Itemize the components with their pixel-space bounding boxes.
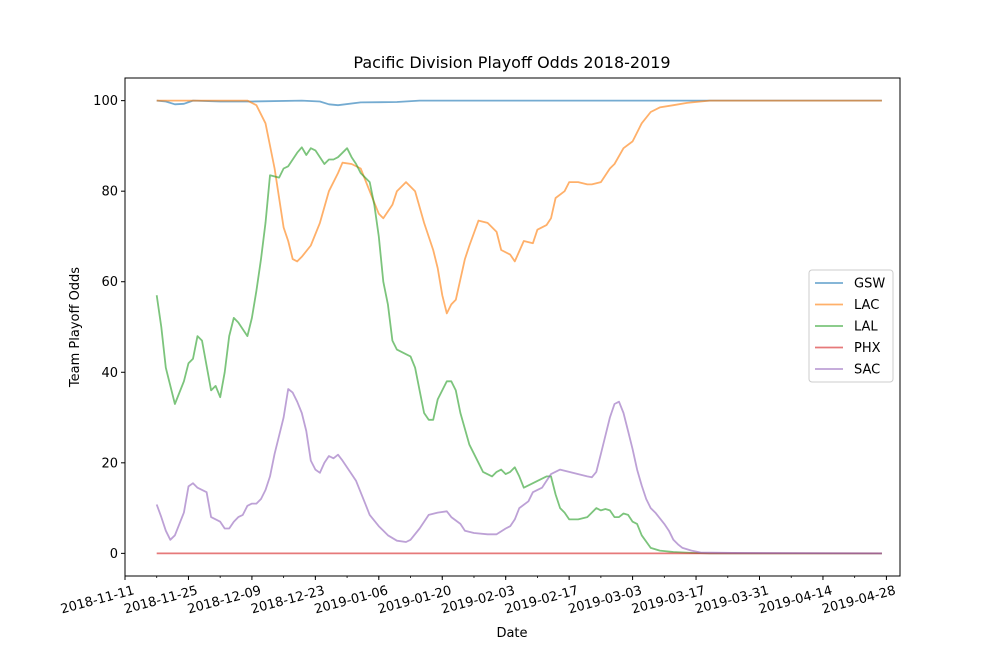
legend-label-phx: PHX bbox=[854, 341, 881, 356]
y-axis: 0 20 40 60 80 100 bbox=[93, 94, 125, 562]
series-line-gsw bbox=[156, 99, 882, 107]
x-axis-label: Date bbox=[496, 626, 527, 641]
plot-area-frame bbox=[124, 77, 901, 577]
legend-box bbox=[808, 269, 894, 383]
series-line-lal bbox=[155, 146, 882, 555]
series-lines bbox=[155, 99, 882, 555]
y-tick-label: 60 bbox=[101, 275, 118, 290]
legend-label-sac: SAC bbox=[854, 363, 880, 378]
legend-label-lal: LAL bbox=[854, 320, 878, 335]
legend-label-lac: LAC bbox=[854, 298, 879, 313]
legend: GSW LAC LAL PHX SAC bbox=[808, 269, 894, 383]
series-line-sac bbox=[155, 388, 882, 555]
y-tick-label: 0 bbox=[110, 547, 118, 562]
chart-title: Pacific Division Playoff Odds 2018-2019 bbox=[353, 53, 670, 72]
y-axis-label: Team Playoff Odds bbox=[68, 267, 83, 388]
y-tick-label: 100 bbox=[93, 94, 118, 109]
legend-label-gsw: GSW bbox=[854, 277, 885, 292]
series-line-lac bbox=[156, 99, 882, 315]
y-tick-label: 40 bbox=[101, 366, 118, 381]
y-tick-label: 20 bbox=[101, 456, 118, 471]
y-tick-label: 80 bbox=[101, 185, 118, 200]
